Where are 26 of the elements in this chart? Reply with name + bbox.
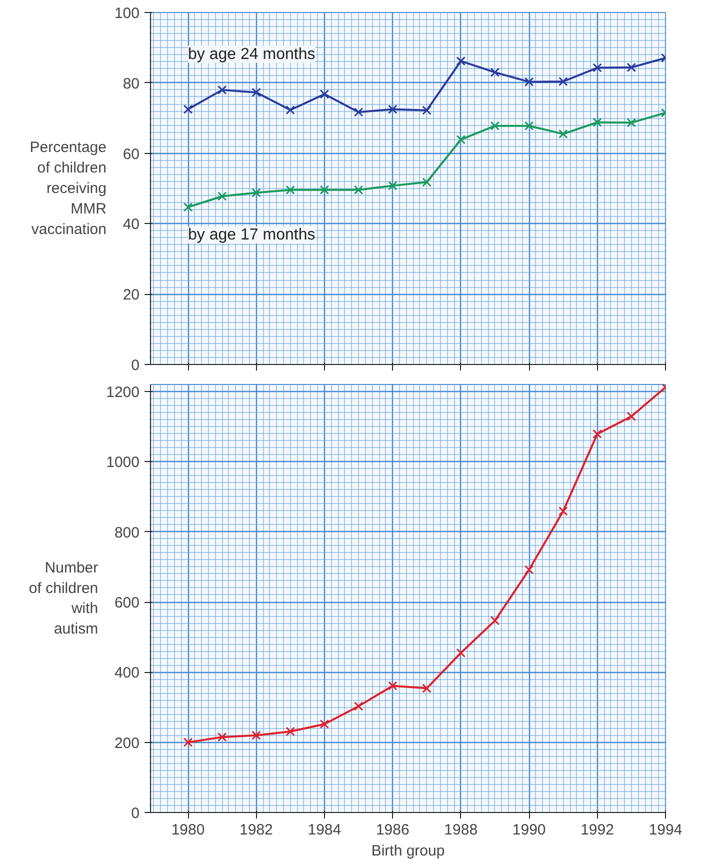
x-tick-label: 1992: [580, 822, 614, 838]
x-tick-label: 1984: [308, 822, 342, 838]
y-tick-label: 600: [114, 594, 140, 612]
y-axis-title: Percentage of children receiving MMR vaccination: [30, 139, 107, 238]
series-label: by age 17 months: [188, 226, 316, 244]
y-tick-label: 0: [131, 357, 140, 374]
x-axis-title: Birth group: [371, 842, 445, 860]
x-tick-label: 1986: [376, 822, 410, 838]
series-label: by age 24 months: [188, 46, 316, 63]
x-tick-label: 1980: [171, 822, 205, 838]
y-tick-label: 100: [114, 5, 140, 22]
x-tick-label: 1994: [648, 822, 682, 838]
x-tick-label: 1990: [512, 822, 546, 838]
y-tick-label: 800: [114, 524, 140, 542]
y-tick-label: 0: [131, 805, 140, 822]
y-tick-label: 20: [122, 286, 140, 304]
y-tick-label: 40: [122, 216, 140, 234]
y-tick-label: 1200: [106, 384, 140, 402]
y-tick-label: 60: [122, 146, 140, 163]
y-tick-label: 400: [114, 664, 140, 682]
y-tick-label: 80: [122, 75, 140, 92]
x-tick-label: 1988: [444, 822, 478, 838]
y-tick-label: 1000: [106, 454, 140, 472]
x-tick-label: 1982: [240, 822, 273, 838]
y-axis-title: Number of children with autism: [28, 559, 98, 638]
y-tick-label: 200: [114, 734, 140, 752]
